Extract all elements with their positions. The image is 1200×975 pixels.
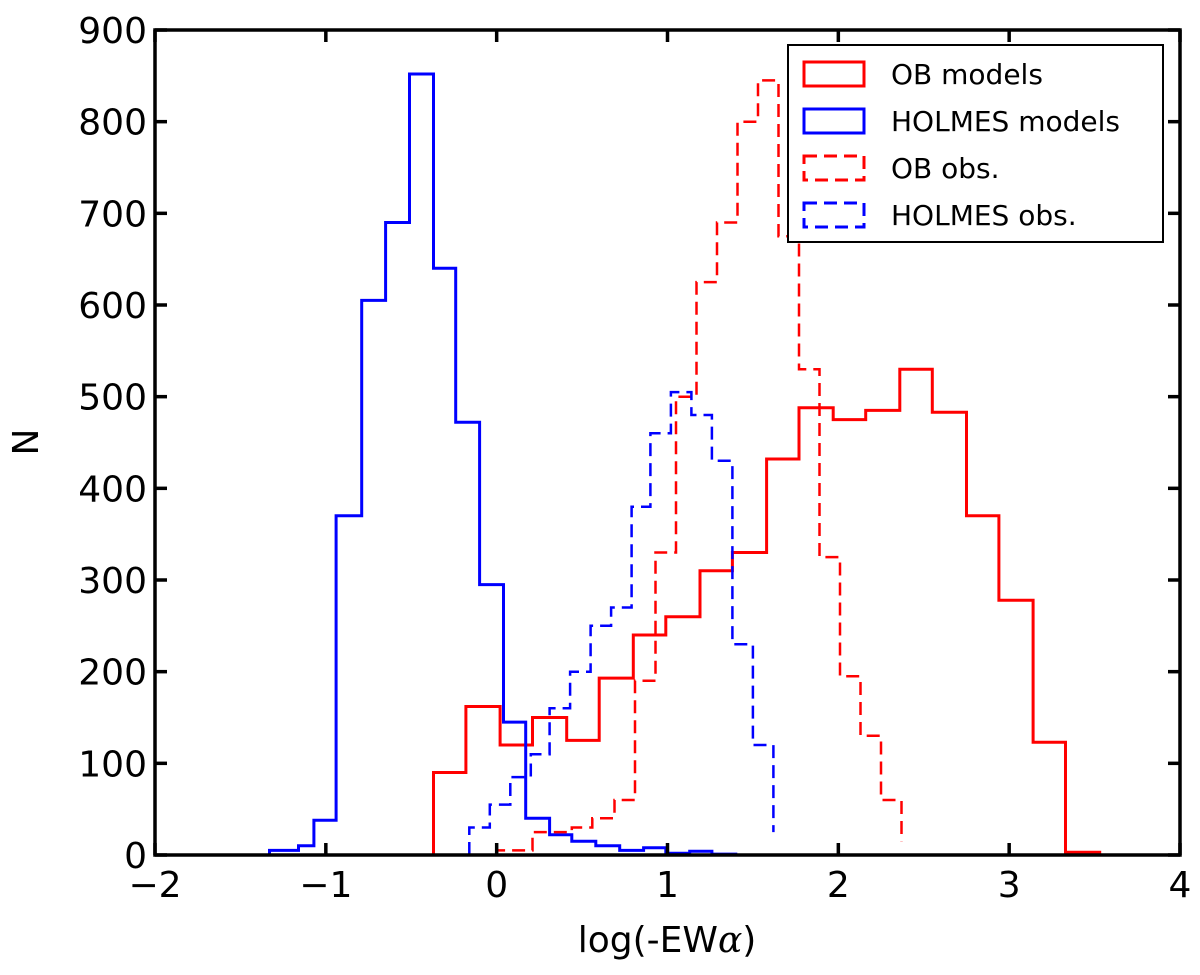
bin-ob-obs-16 <box>861 736 882 855</box>
bin-holmes-models-4 <box>362 300 386 855</box>
x-axis-label-text: log(-EW <box>578 920 718 961</box>
y-tick-label: 800 <box>78 103 147 144</box>
bin-ob-obs-15 <box>840 676 861 855</box>
bin-holmes-models-5 <box>386 223 410 856</box>
bin-holmes-obs-2 <box>510 777 531 855</box>
y-tick-label: 100 <box>78 744 147 785</box>
legend-box <box>787 44 1164 243</box>
x-tick-label: 1 <box>656 865 679 906</box>
legend-label: HOLMES models <box>891 105 1120 138</box>
bin-holmes-obs-11 <box>691 415 712 855</box>
bin-holmes-models-8 <box>456 422 480 855</box>
x-tick-label: −1 <box>299 865 352 906</box>
bin-holmes-obs-14 <box>753 745 774 855</box>
series-ob-obs <box>495 79 903 855</box>
histogram-outline-ob-obs <box>495 79 903 855</box>
axis-ticks: −2 −1 0 1 2 3 4 0 100 200 300 400 500 600 700 800 900 <box>78 11 1191 906</box>
legend-entry-holmes-models: HOLMES models <box>802 105 1120 138</box>
x-axis-label-close: ) <box>742 920 756 961</box>
legend-label: OB obs. <box>891 152 1000 185</box>
legend-label: OB models <box>891 58 1043 91</box>
y-tick-label: 300 <box>78 561 147 602</box>
bin-ob-models-18 <box>1033 742 1066 855</box>
bin-ob-obs-12 <box>779 236 800 855</box>
bin-ob-models-16 <box>967 516 1000 855</box>
y-tick-label: 700 <box>78 194 147 235</box>
x-axis-label: log(-EWα) <box>578 920 757 961</box>
bin-ob-obs-17 <box>881 800 902 855</box>
bin-ob-obs-13 <box>799 369 820 855</box>
bin-holmes-obs-7 <box>611 608 632 856</box>
bin-ob-models-17 <box>999 600 1033 855</box>
histogram-outline-ob-models <box>432 367 1102 855</box>
bin-holmes-obs-4 <box>550 708 571 855</box>
bin-holmes-obs-8 <box>632 507 651 855</box>
bin-holmes-obs-1 <box>490 805 511 855</box>
legend-entries: OB models HOLMES models OB obs. HOLMES obs. <box>802 58 1120 232</box>
bin-holmes-obs-0 <box>469 828 490 856</box>
legend-swatch <box>802 154 866 182</box>
legend-entry-ob-models: OB models <box>802 58 1043 91</box>
legend-label: HOLMES obs. <box>891 199 1077 232</box>
bin-holmes-obs-13 <box>732 644 753 855</box>
legend-swatch <box>802 60 866 88</box>
bin-holmes-obs-6 <box>591 626 612 855</box>
legend-entry-holmes-obs: HOLMES obs. <box>802 199 1077 232</box>
bin-ob-models-14 <box>900 369 933 855</box>
legend-entry-ob-obs: OB obs. <box>802 152 1000 185</box>
y-tick-label: 200 <box>78 653 147 694</box>
x-tick-label: 3 <box>998 865 1021 906</box>
y-tick-label: 0 <box>124 836 147 877</box>
legend-swatch <box>802 107 866 135</box>
x-tick-label: 2 <box>827 865 850 906</box>
y-axis-label: N <box>6 429 47 456</box>
bin-ob-obs-14 <box>820 557 841 855</box>
bin-holmes-models-7 <box>434 268 456 855</box>
bin-ob-obs-11 <box>758 80 779 855</box>
histogram-outline-holmes-obs <box>468 390 775 855</box>
bin-ob-models-15 <box>932 412 966 855</box>
bin-holmes-obs-5 <box>570 672 591 855</box>
legend: OB models HOLMES models OB obs. HOLMES obs. <box>787 44 1164 243</box>
bin-holmes-models-6 <box>410 74 434 855</box>
x-tick-label: 4 <box>1169 865 1192 906</box>
x-tick-label: 0 <box>485 865 508 906</box>
y-tick-label: 900 <box>78 11 147 52</box>
series-holmes-obs <box>468 390 775 856</box>
y-tick-label: 600 <box>78 286 147 327</box>
bin-holmes-obs-3 <box>531 754 550 855</box>
legend-swatch <box>802 201 866 229</box>
bin-holmes-obs-10 <box>671 392 692 855</box>
series-ob-models <box>432 367 1102 855</box>
bin-holmes-obs-12 <box>712 461 733 855</box>
x-tick-label: −2 <box>128 865 181 906</box>
y-tick-label: 500 <box>78 378 147 419</box>
x-axis-label-symbol: α <box>718 920 742 961</box>
bin-holmes-models-3 <box>336 516 362 855</box>
y-tick-label: 400 <box>78 469 147 510</box>
bin-holmes-obs-9 <box>650 433 671 855</box>
